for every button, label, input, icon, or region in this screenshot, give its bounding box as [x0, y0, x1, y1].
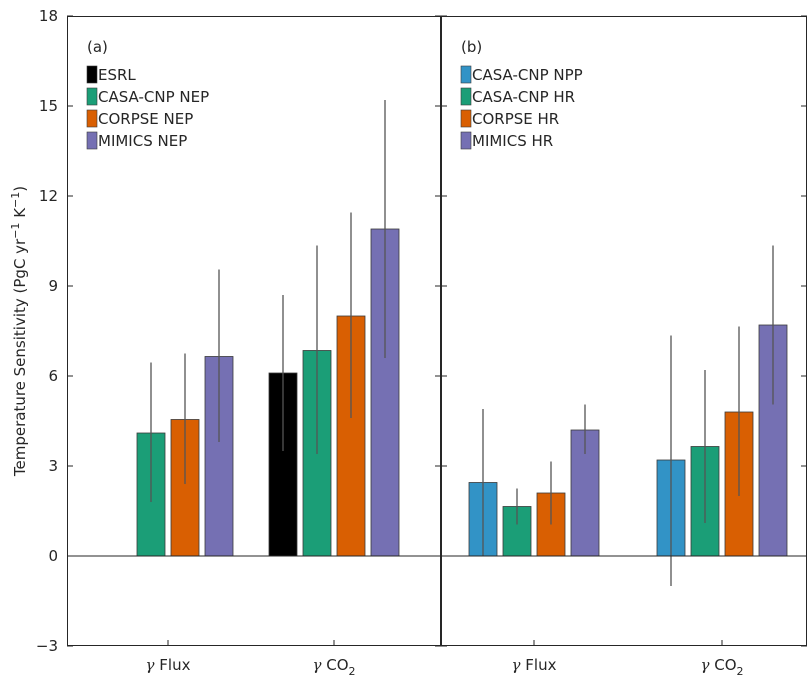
- legend-label: ESRL: [98, 66, 136, 84]
- panel-frame-a: [67, 16, 441, 646]
- y-tick-label: −3: [36, 637, 58, 655]
- legend-label: CORPSE NEP: [98, 110, 193, 128]
- legend-swatch: [86, 87, 98, 106]
- x-tick-label: γ CO2: [700, 656, 743, 678]
- legend-label: MIMICS NEP: [98, 132, 187, 150]
- panel-tag: (b): [461, 38, 482, 56]
- legend-swatch: [460, 109, 472, 128]
- legend-swatch: [460, 87, 472, 106]
- legend-label: CASA-CNP NEP: [98, 88, 209, 106]
- y-tick-label: 6: [48, 367, 58, 385]
- x-tick-label: γ Flux: [146, 656, 191, 674]
- y-tick-label: 3: [48, 457, 58, 475]
- legend-swatch: [86, 65, 98, 84]
- text-layer: −3 0 3 6 9 12 15 18 γ Flux γ CO2 γ Flux γ CO2 Temper…: [9, 7, 744, 678]
- y-tick-label: 12: [39, 187, 58, 205]
- legend-swatch: [86, 109, 98, 128]
- legend-swatch: [460, 131, 472, 150]
- legend-label: CASA-CNP HR: [472, 88, 575, 106]
- y-tick-label: 9: [48, 277, 58, 295]
- legend-swatch: [460, 65, 472, 84]
- y-tick-label: 0: [48, 547, 58, 565]
- bar: [570, 429, 600, 557]
- y-axis-label: Temperature Sensitivity (PgC yr−1 K−1): [9, 186, 29, 477]
- legend-label: CASA-CNP NPP: [472, 66, 583, 84]
- y-tick-label: 15: [39, 97, 58, 115]
- legend-label: MIMICS HR: [472, 132, 553, 150]
- panel-tag: (a): [87, 38, 108, 56]
- y-tick-label: 18: [39, 7, 58, 25]
- legend-swatch: [86, 131, 98, 150]
- x-tick-label: γ Flux: [512, 656, 557, 674]
- bars-layer: [136, 100, 788, 586]
- x-tick-label: γ CO2: [312, 656, 355, 678]
- legend-label: CORPSE HR: [472, 110, 559, 128]
